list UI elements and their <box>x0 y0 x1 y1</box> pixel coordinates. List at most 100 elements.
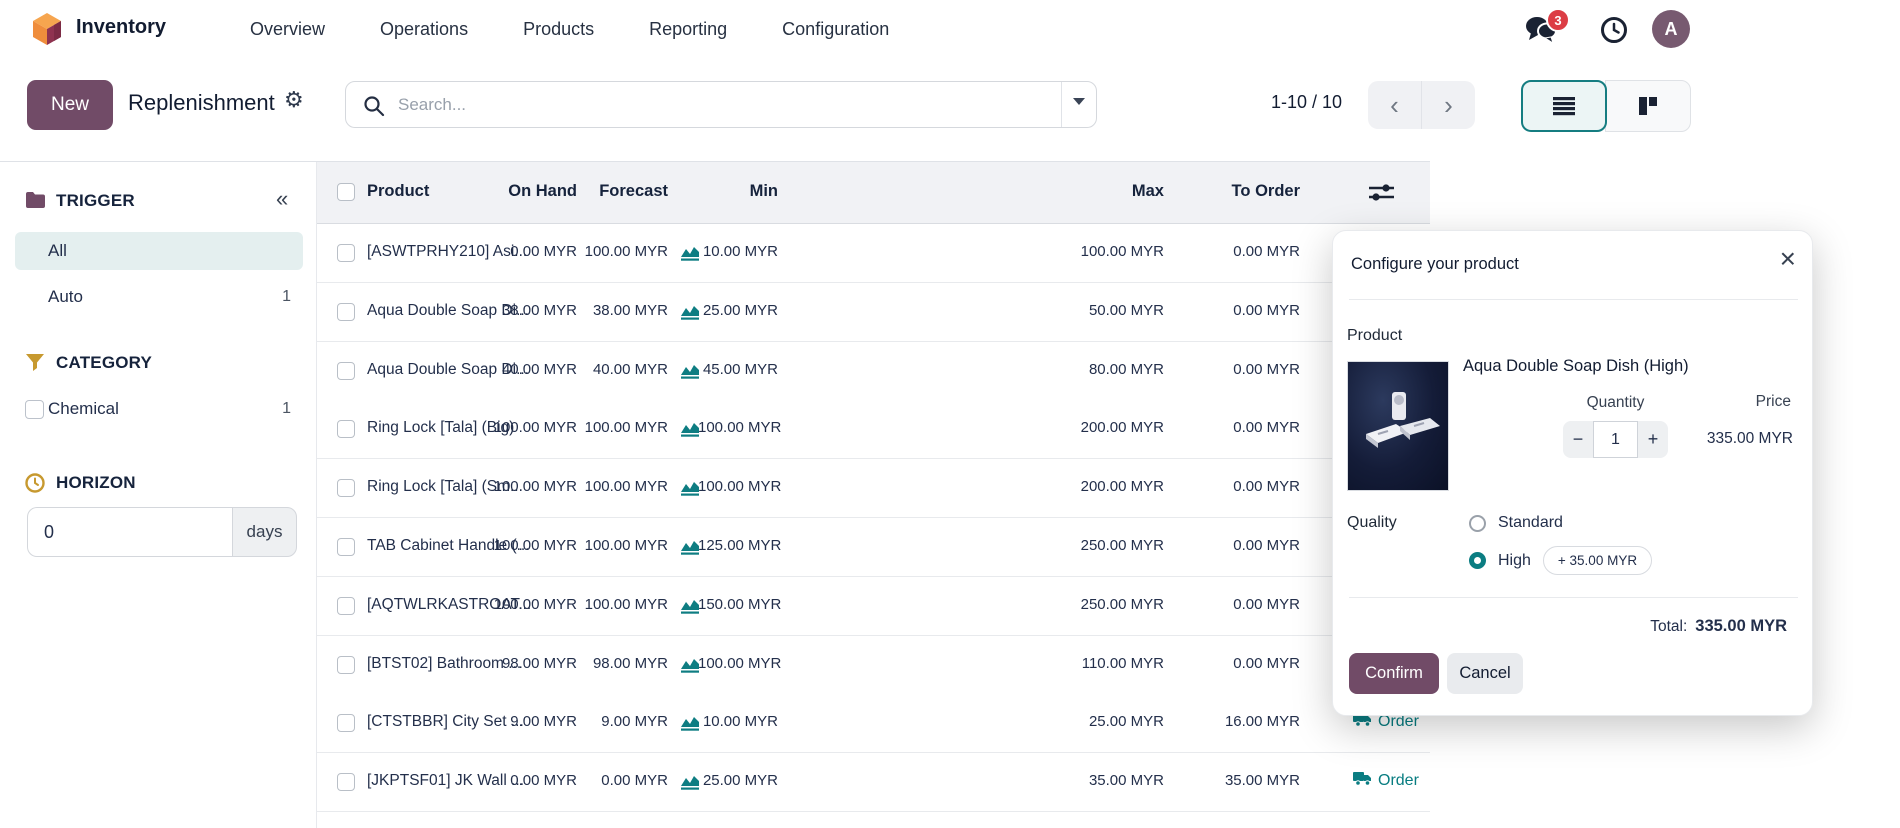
forecast-chart-icon[interactable] <box>680 421 700 443</box>
cell-product[interactable]: [ASWTPRHY210] Asi... <box>367 243 528 260</box>
row-checkbox[interactable] <box>337 302 355 321</box>
cell-on-hand[interactable]: 0.00 MYR <box>510 243 577 260</box>
table-row[interactable]: Aqua Double Soap Di... 38.00 MYR 38.00 MYR… <box>317 282 1430 342</box>
row-checkbox[interactable] <box>337 655 355 674</box>
cell-min[interactable]: 25.00 MYR <box>702 301 778 319</box>
cell-on-hand[interactable]: 40.00 MYR <box>501 360 577 378</box>
inventory-app-icon[interactable] <box>30 12 64 46</box>
filter-trigger-auto[interactable]: Auto 1 <box>48 287 291 306</box>
cell-max[interactable]: 25.00 MYR <box>1088 713 1164 731</box>
menu-item-operations[interactable]: Operations <box>380 18 469 39</box>
select-all-checkbox[interactable] <box>337 183 355 201</box>
cell-on-hand[interactable]: 9.00 MYR <box>510 713 577 731</box>
quality-option-high[interactable]: High + 35.00 MYR <box>1469 546 1653 575</box>
forecast-chart-icon[interactable] <box>680 657 700 679</box>
cell-min[interactable]: 100.00 MYR <box>698 654 782 672</box>
quantity-value[interactable]: 1 <box>1593 421 1638 458</box>
forecast-chart-icon[interactable] <box>680 598 700 620</box>
row-checkbox[interactable] <box>337 596 355 615</box>
cell-max[interactable]: 200.00 MYR <box>1080 478 1164 496</box>
cell-min[interactable]: 45.00 MYR <box>702 360 778 378</box>
cell-min[interactable]: 125.00 MYR <box>698 537 782 554</box>
cell-min[interactable]: 150.00 MYR <box>698 595 782 613</box>
cell-forecast[interactable]: 38.00 MYR <box>592 301 668 319</box>
cell-max[interactable]: 50.00 MYR <box>1088 301 1164 319</box>
cell-to-order[interactable]: 16.00 MYR <box>1224 713 1300 731</box>
cell-max[interactable]: 250.00 MYR <box>1080 537 1164 554</box>
horizon-days-input[interactable] <box>27 507 232 557</box>
cell-forecast[interactable]: 100.00 MYR <box>584 595 668 613</box>
column-header-forecast[interactable]: Forecast <box>599 182 668 200</box>
order-button[interactable]: Order <box>1353 771 1419 791</box>
table-row[interactable]: [CTSTBBR] City Set ... 9.00 MYR 9.00 MYR 10… <box>317 694 1430 754</box>
messages-button[interactable]: 3 <box>1524 8 1570 50</box>
cell-forecast[interactable]: 100.00 MYR <box>584 478 668 496</box>
confirm-button[interactable]: Confirm <box>1349 653 1439 694</box>
menu-item-reporting[interactable]: Reporting <box>649 18 728 39</box>
pager-previous-button[interactable]: ‹ <box>1368 81 1422 129</box>
row-checkbox[interactable] <box>337 420 355 439</box>
cell-product[interactable]: TAB Cabinet Handle (... <box>367 537 530 554</box>
cell-product[interactable]: Ring Lock [Tala] (Sm... <box>367 478 523 496</box>
forecast-chart-icon[interactable] <box>680 363 700 385</box>
menu-item-overview[interactable]: Overview <box>250 18 326 39</box>
search-dropdown-caret[interactable] <box>1073 98 1085 105</box>
forecast-chart-icon[interactable] <box>680 245 700 267</box>
cell-forecast[interactable]: 9.00 MYR <box>601 713 668 731</box>
cell-on-hand[interactable]: 100.00 MYR <box>493 478 577 496</box>
column-header-max[interactable]: Max <box>1131 182 1164 200</box>
cell-max[interactable]: 35.00 MYR <box>1088 772 1164 790</box>
forecast-chart-icon[interactable] <box>680 539 700 561</box>
radio-unselected-icon[interactable] <box>1469 514 1486 532</box>
cell-max[interactable]: 200.00 MYR <box>1080 419 1164 437</box>
filter-trigger-all[interactable]: All <box>15 232 303 270</box>
cell-forecast[interactable]: 40.00 MYR <box>592 360 668 378</box>
search-input[interactable] <box>396 83 1036 126</box>
cell-to-order[interactable]: 0.00 MYR <box>1233 537 1300 554</box>
quantity-decrease-button[interactable]: − <box>1572 429 1584 449</box>
pager-next-button[interactable]: › <box>1444 89 1453 120</box>
gear-icon[interactable]: ⚙ <box>284 88 304 113</box>
kanban-view-button[interactable] <box>1605 80 1691 132</box>
category-checkbox[interactable] <box>25 400 44 419</box>
activities-button[interactable] <box>1600 16 1628 44</box>
cell-to-order[interactable]: 0.00 MYR <box>1233 478 1300 496</box>
column-header-min[interactable]: Min <box>749 182 778 200</box>
quality-option-standard[interactable]: Standard <box>1469 514 1563 532</box>
cell-product[interactable]: [AQTWLRKASTROAT... <box>367 595 532 613</box>
row-checkbox[interactable] <box>337 538 355 556</box>
cell-to-order[interactable]: 0.00 MYR <box>1233 654 1300 672</box>
table-row[interactable]: [BTST02] Bathroom ... 98.00 MYR 98.00 MYR 1… <box>317 635 1430 695</box>
cell-on-hand[interactable]: 100.00 MYR <box>493 419 577 437</box>
forecast-chart-icon[interactable] <box>680 304 700 326</box>
table-row[interactable]: [ASWTPRHY210] Asi... 0.00 MYR 100.00 MYR 10… <box>317 224 1430 283</box>
table-row[interactable]: Ring Lock [Tala] (Sm... 100.00 MYR 100.00 … <box>317 459 1430 519</box>
cell-min[interactable]: 10.00 MYR <box>702 713 778 731</box>
cell-product[interactable]: [BTST02] Bathroom ... <box>367 654 522 672</box>
cell-to-order[interactable]: 0.00 MYR <box>1233 595 1300 613</box>
forecast-chart-icon[interactable] <box>680 480 700 502</box>
table-row[interactable]: [JKPTSF01] JK Wall ... 0.00 MYR 0.00 MYR 25… <box>317 753 1430 813</box>
row-checkbox[interactable] <box>337 244 355 262</box>
close-icon[interactable]: × <box>1779 243 1796 274</box>
cell-to-order[interactable]: 0.00 MYR <box>1233 360 1300 378</box>
cell-to-order[interactable]: 0.00 MYR <box>1233 243 1300 260</box>
cell-to-order[interactable]: 35.00 MYR <box>1224 772 1300 790</box>
cancel-button[interactable]: Cancel <box>1447 653 1523 694</box>
cell-forecast[interactable]: 0.00 MYR <box>601 772 668 790</box>
cell-on-hand[interactable]: 100.00 MYR <box>493 595 577 613</box>
cell-product[interactable]: [JKPTSF01] JK Wall ... <box>367 772 525 790</box>
forecast-chart-icon[interactable] <box>680 774 700 796</box>
cell-forecast[interactable]: 98.00 MYR <box>592 654 668 672</box>
quantity-increase-button[interactable]: + <box>1647 429 1659 449</box>
radio-selected-icon[interactable] <box>1469 552 1486 569</box>
cell-min[interactable]: 25.00 MYR <box>702 772 778 790</box>
cell-to-order[interactable]: 0.00 MYR <box>1233 301 1300 319</box>
cell-max[interactable]: 250.00 MYR <box>1080 595 1164 613</box>
cell-max[interactable]: 80.00 MYR <box>1088 360 1164 378</box>
filter-category-chemical[interactable]: Chemical 1 <box>15 390 303 428</box>
user-avatar[interactable]: A <box>1652 10 1690 48</box>
cell-forecast[interactable]: 100.00 MYR <box>584 537 668 554</box>
menu-item-configuration[interactable]: Configuration <box>782 18 890 39</box>
cell-product[interactable]: Aqua Double Soap Di... <box>367 301 529 319</box>
